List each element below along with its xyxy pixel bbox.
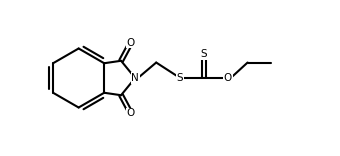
Text: O: O <box>127 37 135 48</box>
Text: S: S <box>177 73 183 83</box>
Text: O: O <box>127 108 135 119</box>
Text: O: O <box>224 73 232 83</box>
Text: N: N <box>131 73 139 83</box>
Text: S: S <box>201 49 207 59</box>
